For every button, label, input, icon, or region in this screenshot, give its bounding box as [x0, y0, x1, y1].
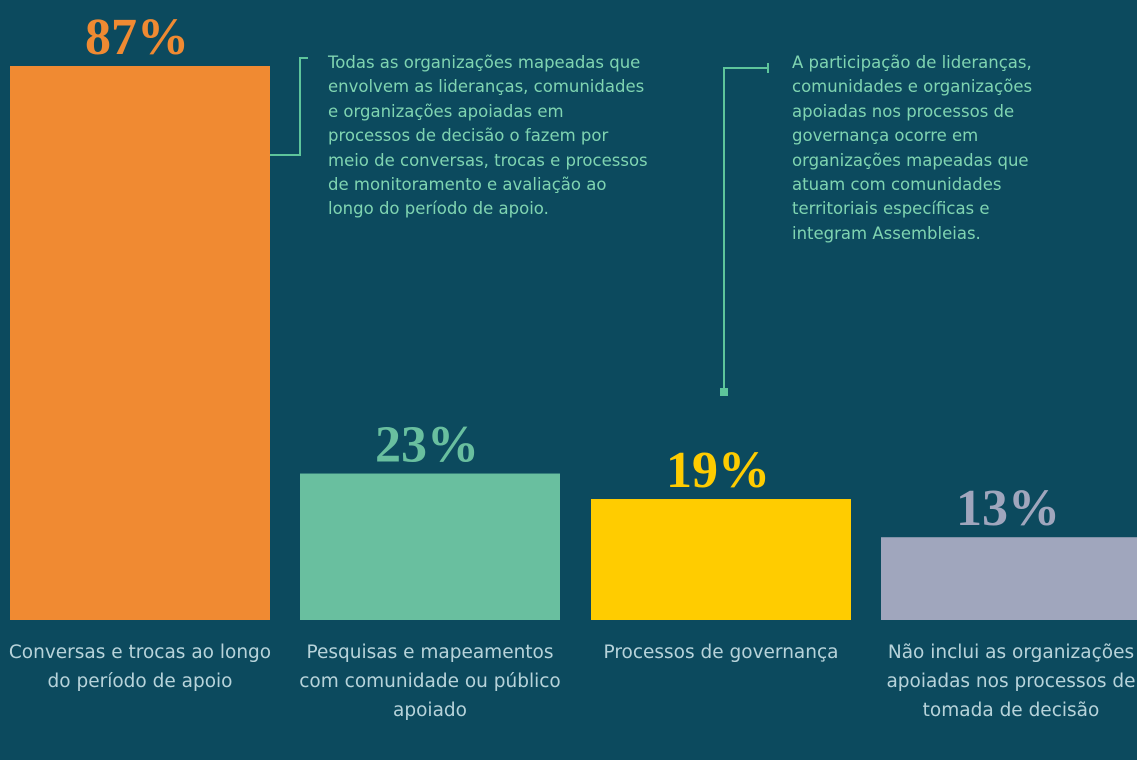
bar [300, 473, 560, 620]
value-label: 19% [666, 442, 770, 499]
connector [723, 67, 768, 392]
category-label: Conversas e trocas ao longo do período d… [8, 642, 272, 692]
value-label: 87% [85, 9, 189, 66]
category-label: Não inclui as organizações apoiadas nos … [886, 642, 1136, 721]
connector-dot [720, 388, 728, 396]
bar [10, 66, 270, 620]
value-label: 23% [375, 417, 479, 474]
value-label: 13% [956, 480, 1060, 537]
bar [881, 537, 1137, 620]
category-label: Processos de governança [603, 642, 839, 663]
annotation: A participação de lideranças, comunidade… [792, 53, 1033, 243]
category-label: Pesquisas e mapeamentos com comunidade o… [299, 642, 561, 721]
bar [591, 499, 851, 620]
annotation: Todas as organizações mapeadas que envol… [328, 53, 648, 219]
